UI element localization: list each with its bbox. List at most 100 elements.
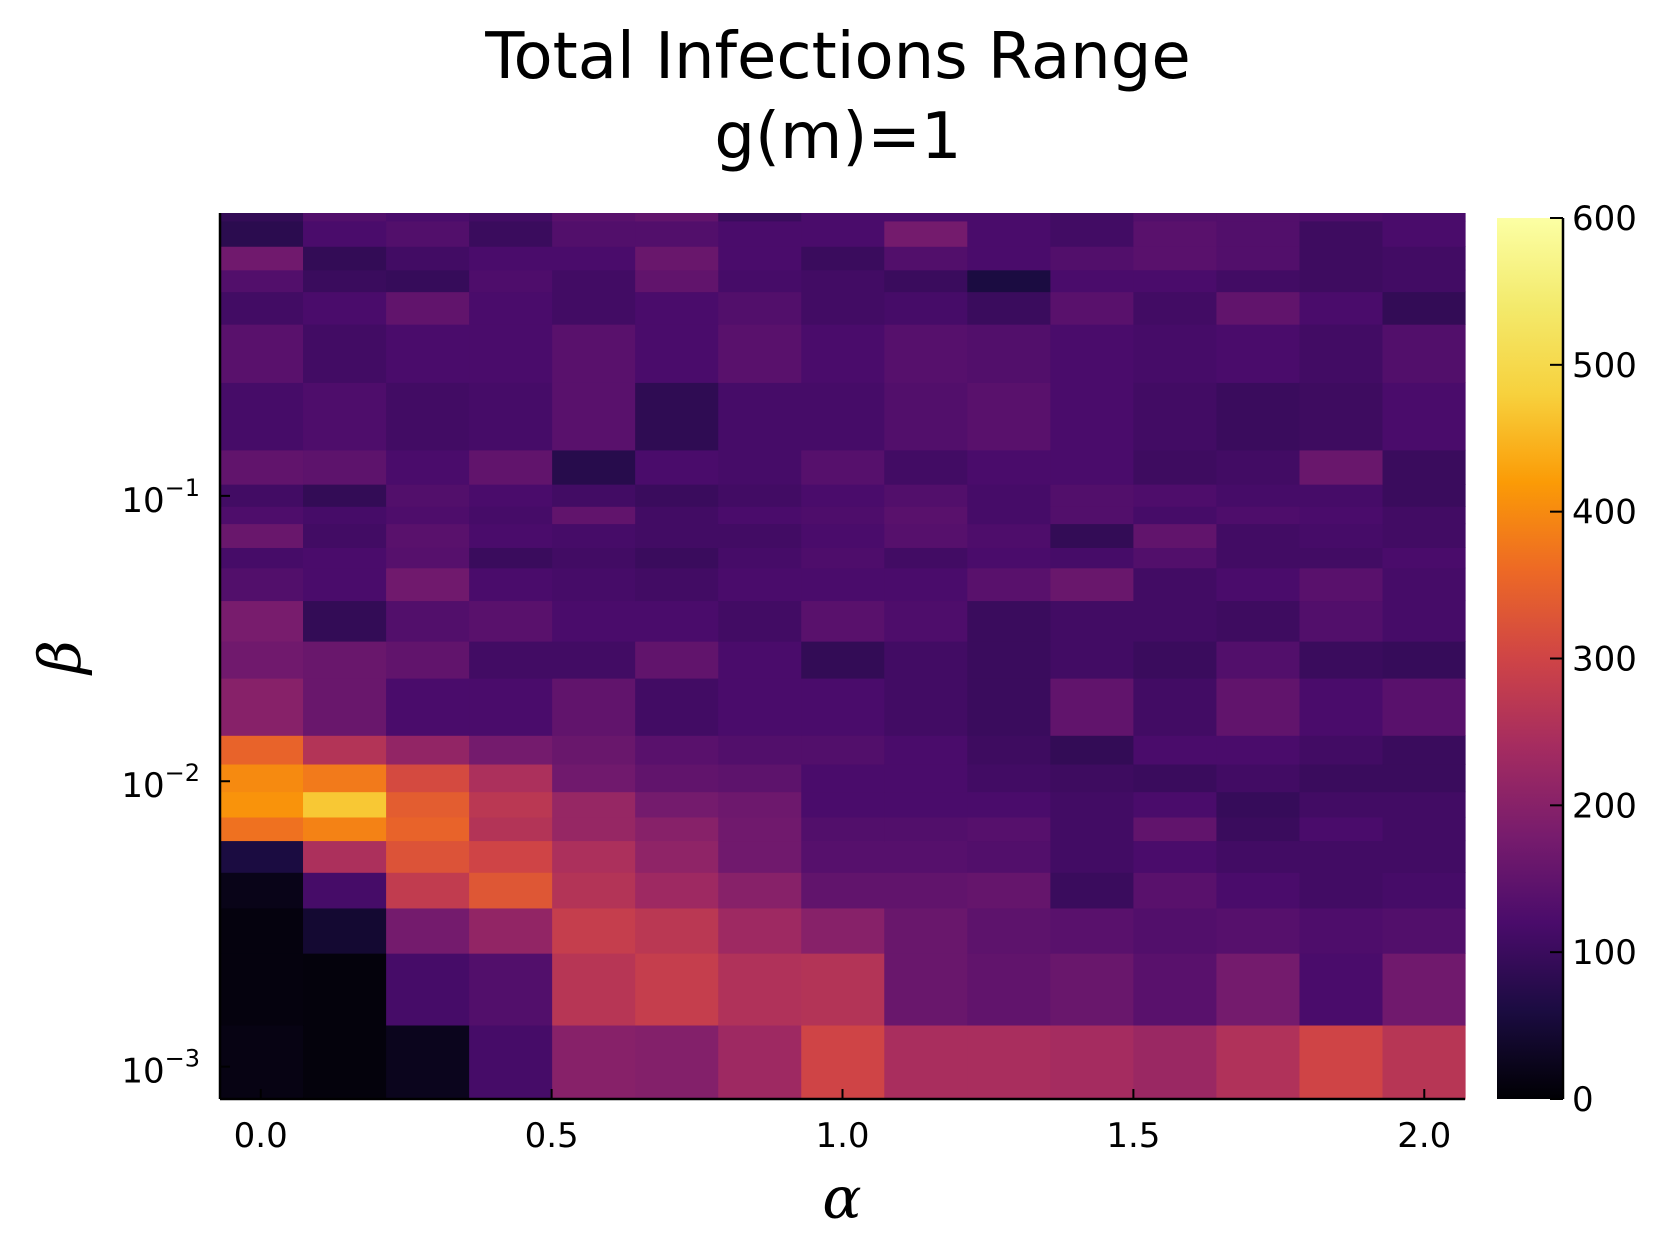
- heatmap-cell: [220, 567, 304, 602]
- heatmap-cell: [386, 213, 470, 222]
- heatmap-cell: [884, 567, 968, 602]
- heatmap-cell: [1050, 791, 1134, 818]
- heatmap-cell: [552, 220, 636, 247]
- heatmap-cell: [1382, 291, 1466, 325]
- heatmap-cell: [469, 763, 553, 793]
- heatmap-cell: [718, 600, 802, 642]
- heatmap-cell: [220, 678, 304, 736]
- heatmap-cell: [635, 872, 719, 909]
- heatmap-cell: [635, 735, 719, 765]
- heatmap-cell: [801, 872, 885, 909]
- heatmap-cell: [1133, 953, 1218, 1026]
- heatmap-cell: [635, 449, 719, 485]
- heatmap-cell: [635, 953, 719, 1026]
- heatmap-cell: [303, 246, 387, 271]
- heatmap-cell: [303, 523, 387, 548]
- heatmap-cell: [552, 600, 636, 642]
- heatmap-cell: [967, 840, 1051, 873]
- heatmap-cell: [1133, 246, 1218, 271]
- heatmap-cell: [1216, 547, 1301, 569]
- heatmap-cell: [801, 791, 885, 818]
- heatmap-cell: [552, 872, 636, 909]
- heatmap-cell: [386, 1024, 470, 1100]
- heatmap-cell: [1299, 816, 1384, 842]
- x-axis-ticks: 0.0 0.5 1.0 1.5 2.0: [234, 1089, 1451, 1156]
- heatmap-cell: [1299, 449, 1384, 485]
- heatmap-cell: [967, 506, 1051, 525]
- heatmap-cell: [386, 907, 470, 954]
- heatmap-cell: [801, 547, 885, 569]
- heatmap-cell: [386, 567, 470, 602]
- heatmap-cell: [1382, 484, 1466, 507]
- heatmap-cell: [303, 763, 387, 793]
- heatmap-cell: [718, 641, 802, 679]
- heatmap-cell: [635, 506, 719, 525]
- heatmap-cell: [884, 523, 968, 548]
- heatmap-cell: [1299, 872, 1384, 909]
- heatmap-cell: [1216, 567, 1301, 602]
- heatmap-cell: [884, 484, 968, 507]
- heatmap-cell: [1299, 484, 1384, 507]
- heatmap-cell: [220, 907, 304, 954]
- heatmap-cell: [718, 269, 802, 293]
- heatmap-cell: [1216, 840, 1301, 873]
- heatmap-cell: [635, 791, 719, 818]
- heatmap-cell: [967, 872, 1051, 909]
- heatmap-cell: [1299, 735, 1384, 765]
- heatmap-cell: [718, 523, 802, 548]
- heatmap-cell: [1216, 763, 1301, 793]
- heatmap-cell: [718, 678, 802, 736]
- heatmap-cell: [967, 907, 1051, 954]
- heatmap-cell: [303, 547, 387, 569]
- heatmap-cell: [1050, 953, 1134, 1026]
- heatmap-cell: [303, 840, 387, 873]
- heatmap-cell: [220, 735, 304, 765]
- heatmap-cell: [718, 1024, 802, 1100]
- heatmap-cell: [303, 678, 387, 736]
- heatmap-cell: [1216, 291, 1301, 325]
- colorbar: 0 100 200 300 400 500 600: [1497, 199, 1637, 1120]
- heatmap-cell: [635, 484, 719, 507]
- heatmap-cell: [635, 763, 719, 793]
- heatmap-cell: [469, 1024, 553, 1100]
- heatmap-cell: [386, 953, 470, 1026]
- heatmap-cell: [220, 220, 304, 247]
- heatmap-cell: [884, 907, 968, 954]
- heatmap-cell: [1133, 547, 1218, 569]
- heatmap-cell: [552, 816, 636, 842]
- heatmap-cell: [718, 547, 802, 569]
- heatmap-cell: [552, 840, 636, 873]
- heatmap-cell: [220, 600, 304, 642]
- heatmap-cell: [552, 735, 636, 765]
- chart-title: Total Infections Range g(m)=1: [484, 20, 1190, 174]
- heatmap-cell: [635, 291, 719, 325]
- heatmap-cell: [1133, 735, 1218, 765]
- heatmap-cell: [1299, 324, 1384, 383]
- heatmap-cell: [220, 213, 304, 222]
- heatmap-cell: [552, 763, 636, 793]
- heatmap-cell: [303, 567, 387, 602]
- heatmap-cell: [801, 953, 885, 1026]
- heatmap-cell: [552, 246, 636, 271]
- heatmap-cell: [884, 791, 968, 818]
- heatmap-cell: [635, 213, 719, 222]
- heatmap-cell: [1299, 567, 1384, 602]
- heatmap-cell: [1133, 791, 1218, 818]
- heatmap-cell: [718, 220, 802, 247]
- heatmap-cell: [884, 382, 968, 451]
- colorbar-tick-label: 0: [1572, 1080, 1594, 1120]
- heatmap-cell: [386, 600, 470, 642]
- heatmap-cell: [801, 449, 885, 485]
- heatmap-cell: [552, 1024, 636, 1100]
- heatmap-cell: [1299, 382, 1384, 451]
- heatmap-cell: [1216, 872, 1301, 909]
- heatmap-cell: [1133, 872, 1218, 909]
- heatmap-cell: [552, 641, 636, 679]
- colorbar-tick-label: 100: [1572, 933, 1637, 973]
- heatmap-cell: [386, 763, 470, 793]
- heatmap-cell: [801, 213, 885, 222]
- heatmap-cell: [386, 840, 470, 873]
- heatmap-cell: [967, 220, 1051, 247]
- chart-title-line-2: g(m)=1: [714, 100, 961, 174]
- heatmap-cell: [967, 1024, 1051, 1100]
